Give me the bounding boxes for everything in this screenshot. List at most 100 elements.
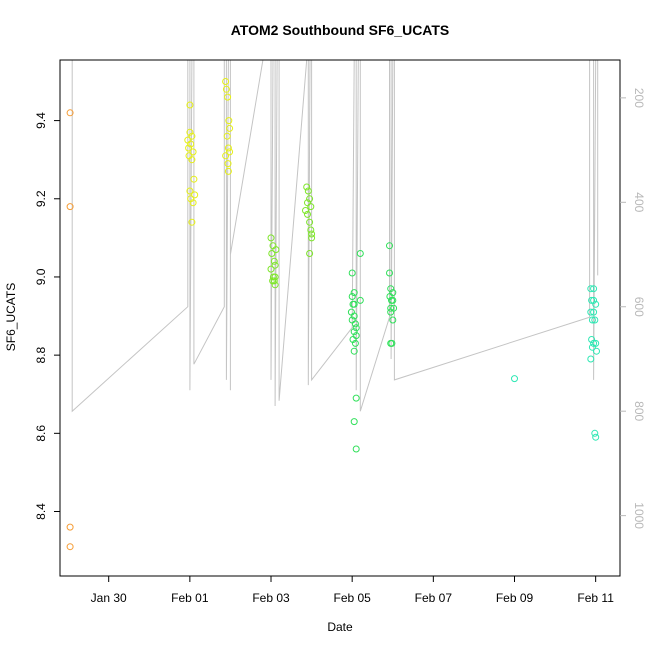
y-tick-label: 8.8 [34,346,48,363]
x-tick-label: Jan 30 [91,591,127,605]
data-point [303,183,311,191]
data-point [268,250,276,257]
data-point [587,285,595,293]
data-point [189,148,197,156]
y2-axis: 200 400 600 800 1000 [620,88,646,529]
data-point [267,265,275,273]
series-0 [66,109,74,551]
y-tick-label: 9.4 [34,112,48,129]
x-tick-label: Feb 05 [333,591,371,605]
data-point [270,257,278,265]
data-point [590,339,598,347]
data-point [587,355,595,363]
data-point [66,203,74,211]
y-tick-label: 9.0 [34,268,48,285]
y-tick-label: 8.6 [34,425,48,442]
data-point [306,250,314,257]
y2-tick-label: 600 [632,297,646,317]
data-point [590,285,598,293]
data-point [267,234,275,242]
data-point [188,156,196,164]
series-3 [347,242,398,453]
data-point [511,375,518,383]
data-point [356,296,364,304]
data-point [348,269,356,277]
x-tick-label: Feb 01 [171,591,209,605]
y-axis: 8.4 8.6 8.8 9.0 9.2 9.4 [34,112,60,520]
data-point [588,343,596,351]
data-point [356,250,364,257]
data-point [307,203,315,211]
data-point [350,418,358,426]
data-point [350,289,358,297]
x-tick-label: Feb 07 [415,591,453,605]
y-tick-label: 9.2 [34,190,48,207]
data-point [591,316,599,324]
data-point [591,429,599,437]
data-point [352,394,360,402]
data-point [592,433,600,441]
data-point [271,281,279,289]
data-point [306,218,314,226]
x-tick-label: Feb 03 [252,591,290,605]
data-point [187,140,195,148]
data-point [387,308,395,316]
data-point [185,144,193,152]
series-2 [267,183,316,289]
y2-tick-label: 400 [632,192,646,212]
data-point [223,132,231,140]
data-point [593,347,600,355]
data-point [389,296,397,304]
altitude-trace-line [68,59,599,413]
data-point [587,308,595,316]
data-point [224,167,232,175]
y-tick-label: 8.4 [34,503,48,520]
data-point [588,316,596,324]
data-point [307,226,315,234]
chart-title: ATOM2 Southbound SF6_UCATS [231,22,450,38]
data-point [308,230,316,238]
data-point [389,316,397,324]
data-point [387,304,395,312]
data-point [588,336,596,343]
data-point [348,293,356,300]
data-point [386,269,393,277]
data-point [190,175,198,183]
data-points-layer [66,78,600,551]
data-point [191,191,199,199]
data-point [224,144,232,152]
x-axis: Jan 30 Feb 01 Feb 03 Feb 05 Feb 07 Feb 09 Feb … [91,576,614,605]
data-point [352,324,360,332]
series-4 [511,285,600,441]
series-1 [184,78,234,226]
data-point [224,160,232,168]
data-point [272,246,280,254]
altitude-trace-layer [68,59,599,413]
y2-tick-label: 1000 [632,502,646,529]
y2-tick-label: 200 [632,88,646,108]
data-point [226,148,234,156]
data-point [222,152,230,160]
data-point [66,523,74,531]
x-axis-label: Date [327,620,353,634]
data-point [302,207,309,214]
data-point [224,93,232,101]
x-tick-label: Feb 09 [496,591,534,605]
data-point [590,296,598,304]
y2-tick-label: 800 [632,401,646,421]
data-point [592,300,600,308]
data-point [271,261,279,269]
data-point [350,328,358,336]
data-point [186,128,194,136]
data-point [386,242,393,250]
data-point [306,195,314,203]
data-point [66,109,74,117]
data-point [387,285,395,293]
data-point [188,132,196,140]
data-point [387,339,395,347]
data-point [226,124,234,132]
data-point [222,78,230,85]
x-tick-label: Feb 11 [577,591,614,605]
data-point [189,199,197,207]
